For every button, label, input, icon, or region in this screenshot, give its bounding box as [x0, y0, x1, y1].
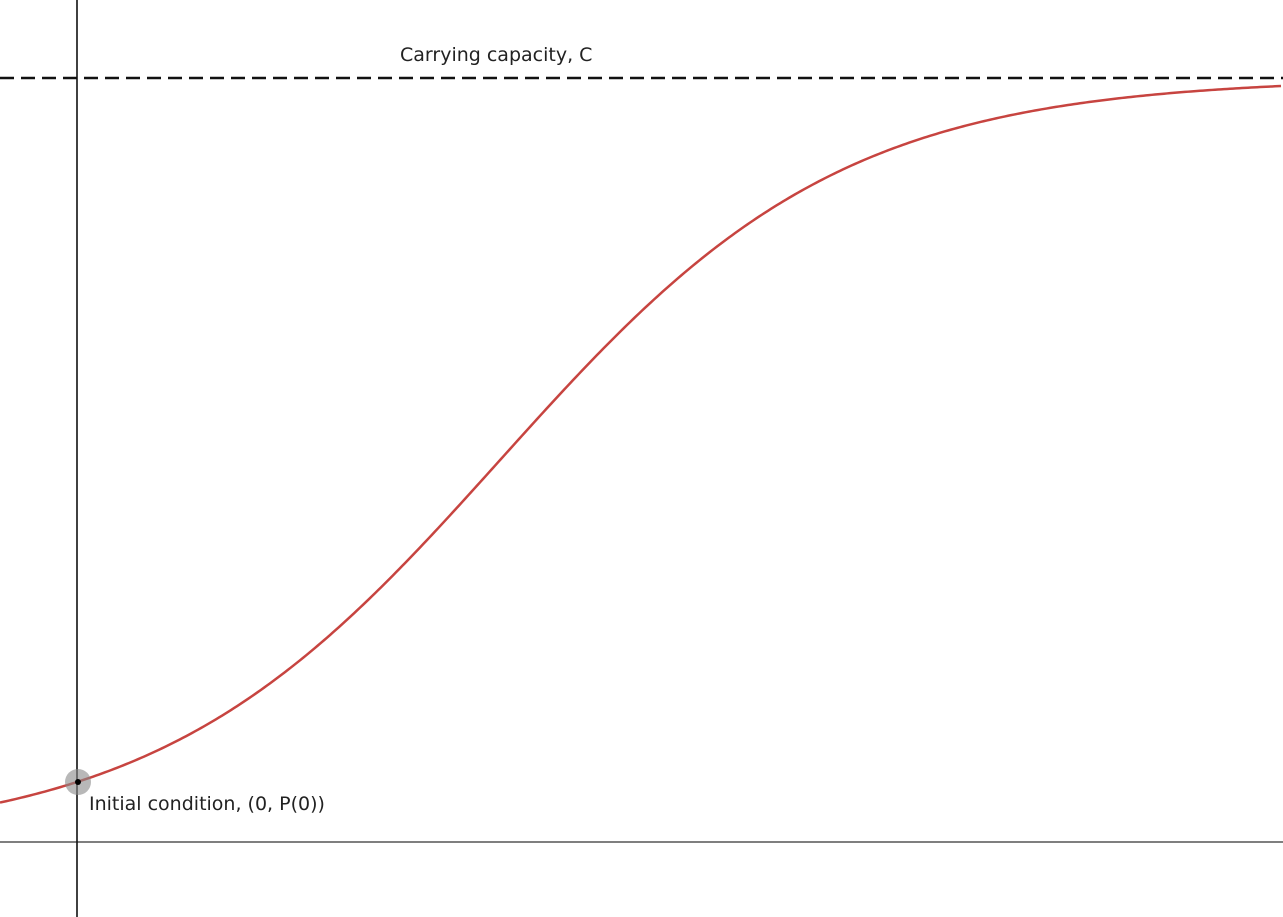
initial-condition-label: Initial condition, (0, P(0))	[89, 793, 325, 815]
carrying-capacity-label: Carrying capacity, C	[400, 44, 592, 66]
logistic-curve	[0, 84, 1282, 804]
initial-point[interactable]	[75, 779, 81, 785]
